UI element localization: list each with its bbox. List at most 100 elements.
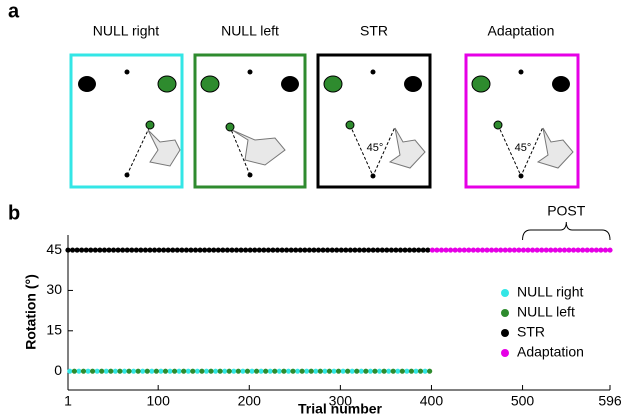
point <box>427 368 433 374</box>
point <box>340 368 346 374</box>
point <box>74 247 80 253</box>
point <box>379 247 385 253</box>
point <box>171 368 178 374</box>
diagram-panel: Adaptation 45° <box>464 23 580 189</box>
point <box>561 247 568 253</box>
point <box>115 247 121 253</box>
point <box>208 368 214 374</box>
point <box>240 368 246 374</box>
point <box>322 368 328 374</box>
point <box>308 368 314 374</box>
point <box>192 247 199 253</box>
point <box>470 247 476 253</box>
point <box>345 368 351 374</box>
cursor <box>145 120 155 130</box>
y-tick-label: 30 <box>46 281 62 297</box>
point <box>202 247 208 253</box>
point <box>366 247 372 253</box>
point <box>156 247 162 253</box>
point <box>135 368 141 374</box>
point <box>284 247 290 253</box>
target <box>323 75 343 93</box>
point <box>261 247 267 253</box>
panel-title: STR <box>360 23 388 39</box>
point <box>457 247 463 253</box>
point <box>211 247 217 253</box>
point <box>416 247 422 253</box>
point <box>265 247 272 253</box>
panel-label: a <box>8 0 20 22</box>
fixation <box>518 69 524 75</box>
point <box>244 368 251 374</box>
point <box>253 368 260 374</box>
point <box>129 247 135 253</box>
point <box>320 247 326 253</box>
point <box>299 368 305 374</box>
point <box>106 247 112 253</box>
point <box>133 247 139 253</box>
target <box>404 76 422 92</box>
point <box>493 247 499 253</box>
point <box>363 368 369 374</box>
point <box>212 368 219 374</box>
point <box>395 368 401 374</box>
point <box>557 247 563 253</box>
point <box>288 247 294 253</box>
point <box>83 247 89 253</box>
point <box>384 247 390 253</box>
panel-frame <box>464 53 580 189</box>
legend-label: NULL right <box>517 284 584 300</box>
legend-marker <box>501 329 509 337</box>
point <box>566 247 572 253</box>
hand <box>231 129 286 166</box>
point <box>511 247 517 253</box>
point <box>179 247 185 253</box>
diagram-panel: STR 45° <box>316 23 432 189</box>
point <box>313 368 319 374</box>
point <box>297 247 303 253</box>
point <box>326 368 333 374</box>
fixation <box>370 69 376 75</box>
diagram-panel: NULL right <box>69 23 184 189</box>
point <box>447 247 454 253</box>
y-tick-label: 0 <box>54 362 62 378</box>
point <box>279 247 285 253</box>
panel-title: Adaptation <box>488 23 555 39</box>
point <box>256 247 262 253</box>
point <box>466 247 472 253</box>
point <box>110 247 117 253</box>
point <box>174 247 180 253</box>
point <box>548 247 554 253</box>
point <box>281 368 287 374</box>
start <box>247 172 253 178</box>
point <box>238 247 244 253</box>
point <box>199 368 205 374</box>
point <box>231 368 237 374</box>
point <box>438 247 445 253</box>
angle-label: 45° <box>515 142 532 154</box>
point <box>161 247 167 253</box>
point <box>120 247 126 253</box>
point <box>434 247 440 253</box>
point <box>381 368 387 374</box>
point <box>375 247 381 253</box>
point <box>197 247 203 253</box>
cursor <box>345 120 355 130</box>
point <box>151 247 158 253</box>
point <box>452 247 458 253</box>
point <box>112 368 118 374</box>
point <box>525 247 531 253</box>
point <box>356 247 363 253</box>
point <box>335 368 342 374</box>
point <box>101 247 108 253</box>
point <box>417 368 424 374</box>
x-tick-label: 400 <box>420 393 444 409</box>
point <box>598 247 604 253</box>
point <box>226 368 232 374</box>
reach-path <box>126 125 151 176</box>
point <box>97 247 103 253</box>
point <box>461 247 467 253</box>
point <box>507 247 513 253</box>
point <box>390 368 396 374</box>
